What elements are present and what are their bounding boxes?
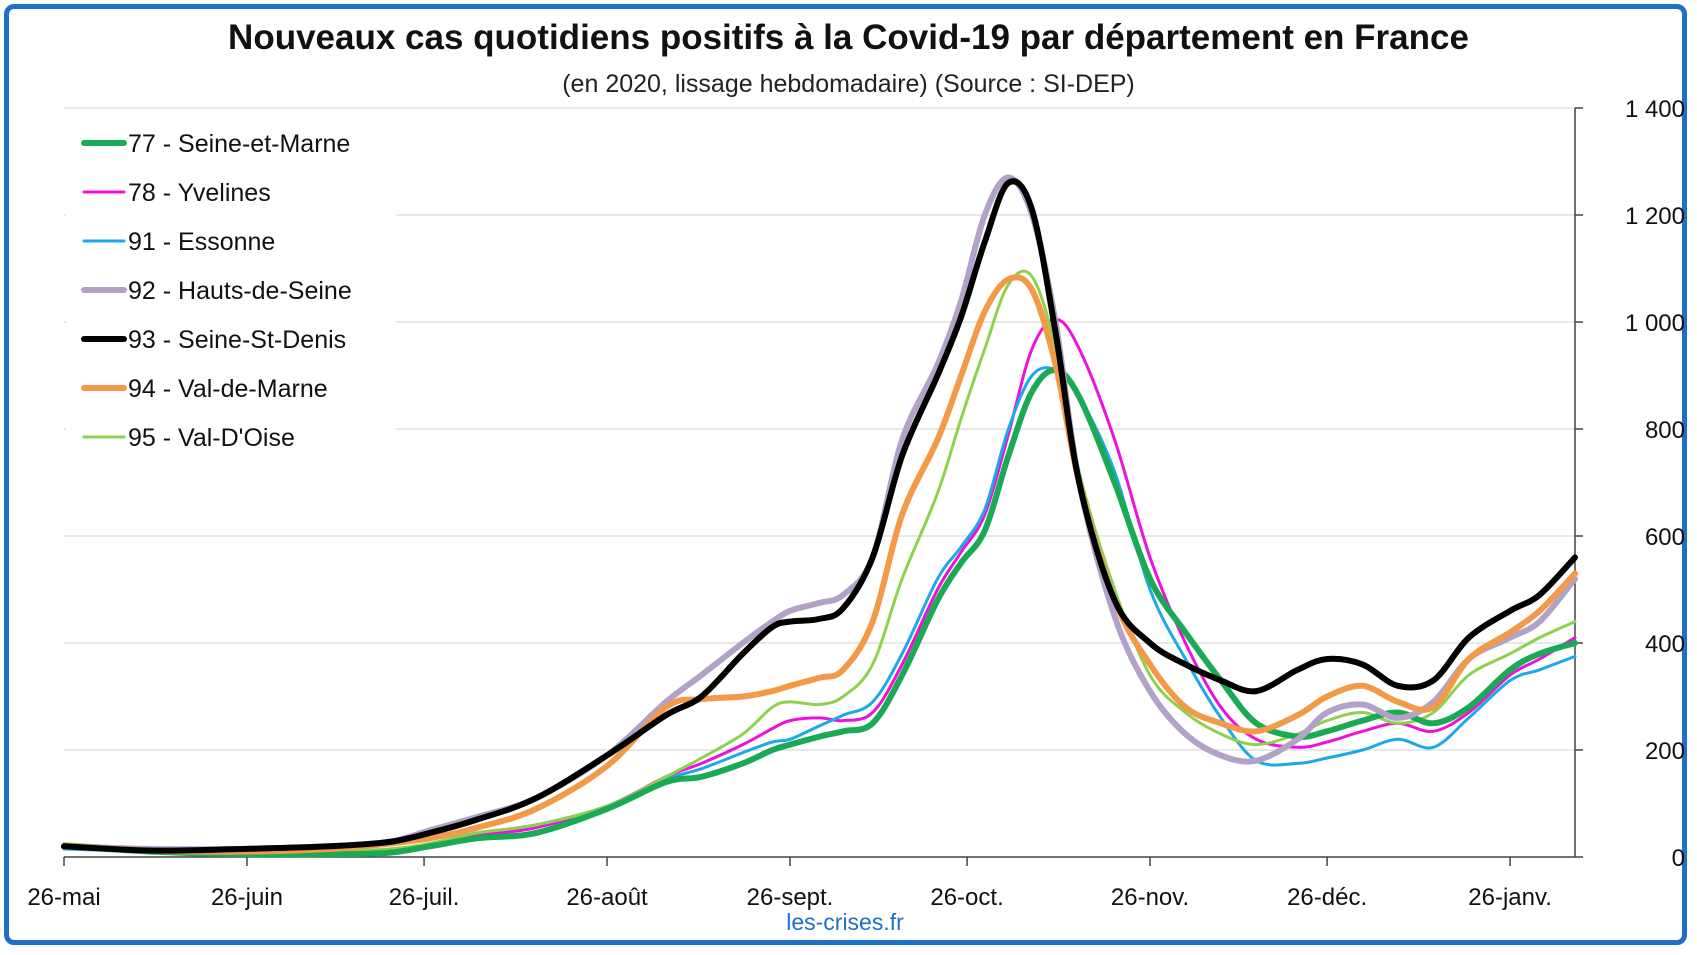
series-line-4 [61, 178, 1578, 854]
series-line-0 [61, 367, 1578, 858]
x-tick-label: 26-mai [27, 884, 100, 911]
legend: 77 - Seine-et-Marne 78 - Yvelines 91 - Ess… [66, 112, 396, 452]
chart-subtitle: (en 2020, lissage hebdomadaire) (Source … [562, 70, 1135, 98]
x-tick-label: 26-août [566, 884, 648, 911]
axes: 0 200 400 600 800 1 000 1 200 1 400 26-mai 26-jui… [27, 96, 1685, 911]
y-tick-label: 1 400 [1625, 96, 1685, 123]
y-tick-label: 600 [1645, 524, 1685, 551]
source-label: les-crises.fr [786, 909, 904, 935]
y-tick-label: 200 [1645, 738, 1685, 765]
legend-label: 94 - Val-de-Marne [128, 375, 328, 403]
x-tick-label: 26-oct. [930, 884, 1003, 911]
legend-label: 92 - Hauts-de-Seine [128, 277, 352, 305]
x-tick-label: 26-juin [211, 884, 283, 911]
x-tick-label: 26-janv. [1468, 884, 1552, 911]
legend-background [66, 112, 396, 452]
series-lines [61, 174, 1578, 858]
y-tick-label: 0 [1672, 845, 1685, 872]
legend-label: 78 - Yvelines [128, 179, 271, 207]
y-tick-label: 1 200 [1625, 203, 1685, 230]
series-line-6 [62, 269, 1577, 854]
x-tick-label: 26-sept. [747, 884, 834, 911]
legend-label: 91 - Essonne [128, 228, 275, 256]
y-tick-label: 800 [1645, 417, 1685, 444]
legend-label: 95 - Val-D'Oise [128, 424, 295, 452]
chart-title: Nouveaux cas quotidiens positifs à la Co… [228, 18, 1469, 57]
x-tick-label: 26-déc. [1287, 884, 1367, 911]
legend-label: 77 - Seine-et-Marne [128, 130, 350, 158]
x-tick-label: 26-juil. [389, 884, 460, 911]
x-tick-label: 26-nov. [1111, 884, 1189, 911]
legend-label: 93 - Seine-St-Denis [128, 326, 346, 354]
series-line-5 [61, 274, 1578, 855]
y-tick-label: 400 [1645, 631, 1685, 658]
y-tick-label: 1 000 [1625, 310, 1685, 337]
